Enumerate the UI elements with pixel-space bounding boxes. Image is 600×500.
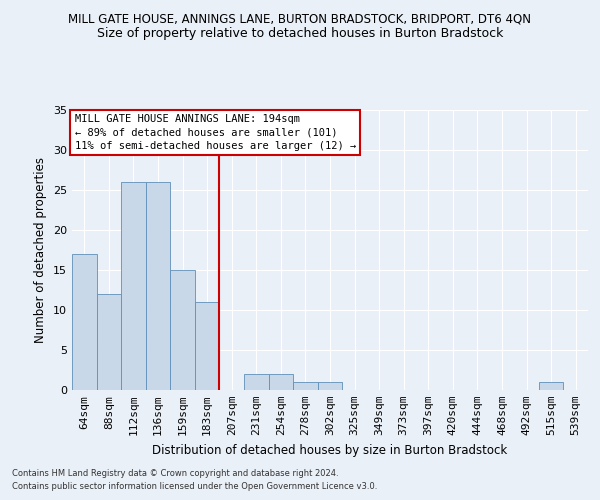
- Bar: [72, 254, 97, 390]
- Bar: [170, 270, 195, 390]
- Bar: [195, 302, 220, 390]
- Bar: [293, 382, 318, 390]
- Text: MILL GATE HOUSE, ANNINGS LANE, BURTON BRADSTOCK, BRIDPORT, DT6 4QN: MILL GATE HOUSE, ANNINGS LANE, BURTON BR…: [68, 12, 532, 26]
- Text: Contains HM Land Registry data © Crown copyright and database right 2024.: Contains HM Land Registry data © Crown c…: [12, 468, 338, 477]
- Bar: [539, 382, 563, 390]
- Bar: [318, 382, 342, 390]
- Bar: [146, 182, 170, 390]
- Text: Contains public sector information licensed under the Open Government Licence v3: Contains public sector information licen…: [12, 482, 377, 491]
- X-axis label: Distribution of detached houses by size in Burton Bradstock: Distribution of detached houses by size …: [152, 444, 508, 456]
- Bar: [121, 182, 146, 390]
- Text: Size of property relative to detached houses in Burton Bradstock: Size of property relative to detached ho…: [97, 28, 503, 40]
- Text: MILL GATE HOUSE ANNINGS LANE: 194sqm
← 89% of detached houses are smaller (101)
: MILL GATE HOUSE ANNINGS LANE: 194sqm ← 8…: [74, 114, 356, 150]
- Bar: [97, 294, 121, 390]
- Bar: [269, 374, 293, 390]
- Y-axis label: Number of detached properties: Number of detached properties: [34, 157, 47, 343]
- Bar: [244, 374, 269, 390]
